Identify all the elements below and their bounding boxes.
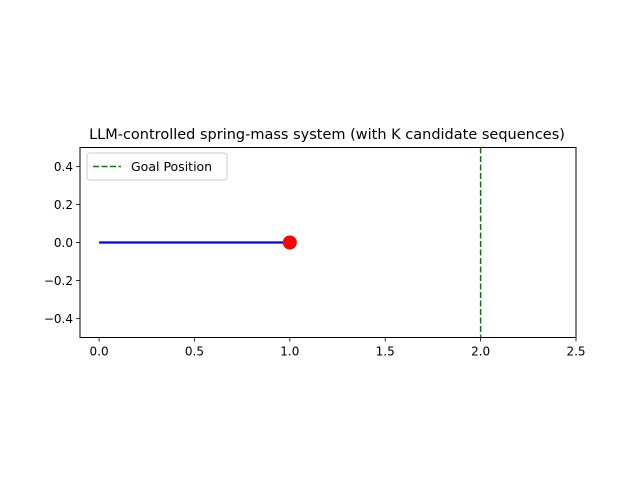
x-tick-label: 0.0 [90,345,109,359]
legend-box [86,152,228,181]
y-tick-label: −0.4 [44,312,73,326]
x-tick-label: 1.0 [280,345,299,359]
y-tick-label: 0.0 [54,236,73,250]
y-axis: −0.4 −0.2 0.0 0.2 0.4 [44,160,80,326]
x-tick-label: 2.0 [471,345,490,359]
x-tick-label: 0.5 [185,345,204,359]
y-tick-label: 0.4 [54,160,73,174]
legend-goal-label: Goal Position [131,159,212,174]
y-tick-label: −0.2 [44,274,73,288]
x-tick-label: 1.5 [376,345,395,359]
x-axis: 0.0 0.5 1.0 1.5 2.0 2.5 [90,337,586,359]
axes-frame [79,147,577,338]
legend: Goal Position [86,152,228,181]
chart-title: LLM-controlled spring-mass system (with … [89,127,565,143]
plot-area [99,147,482,338]
y-tick-label: 0.2 [54,198,73,212]
mass-marker [282,235,297,250]
x-tick-label: 2.5 [566,345,585,359]
